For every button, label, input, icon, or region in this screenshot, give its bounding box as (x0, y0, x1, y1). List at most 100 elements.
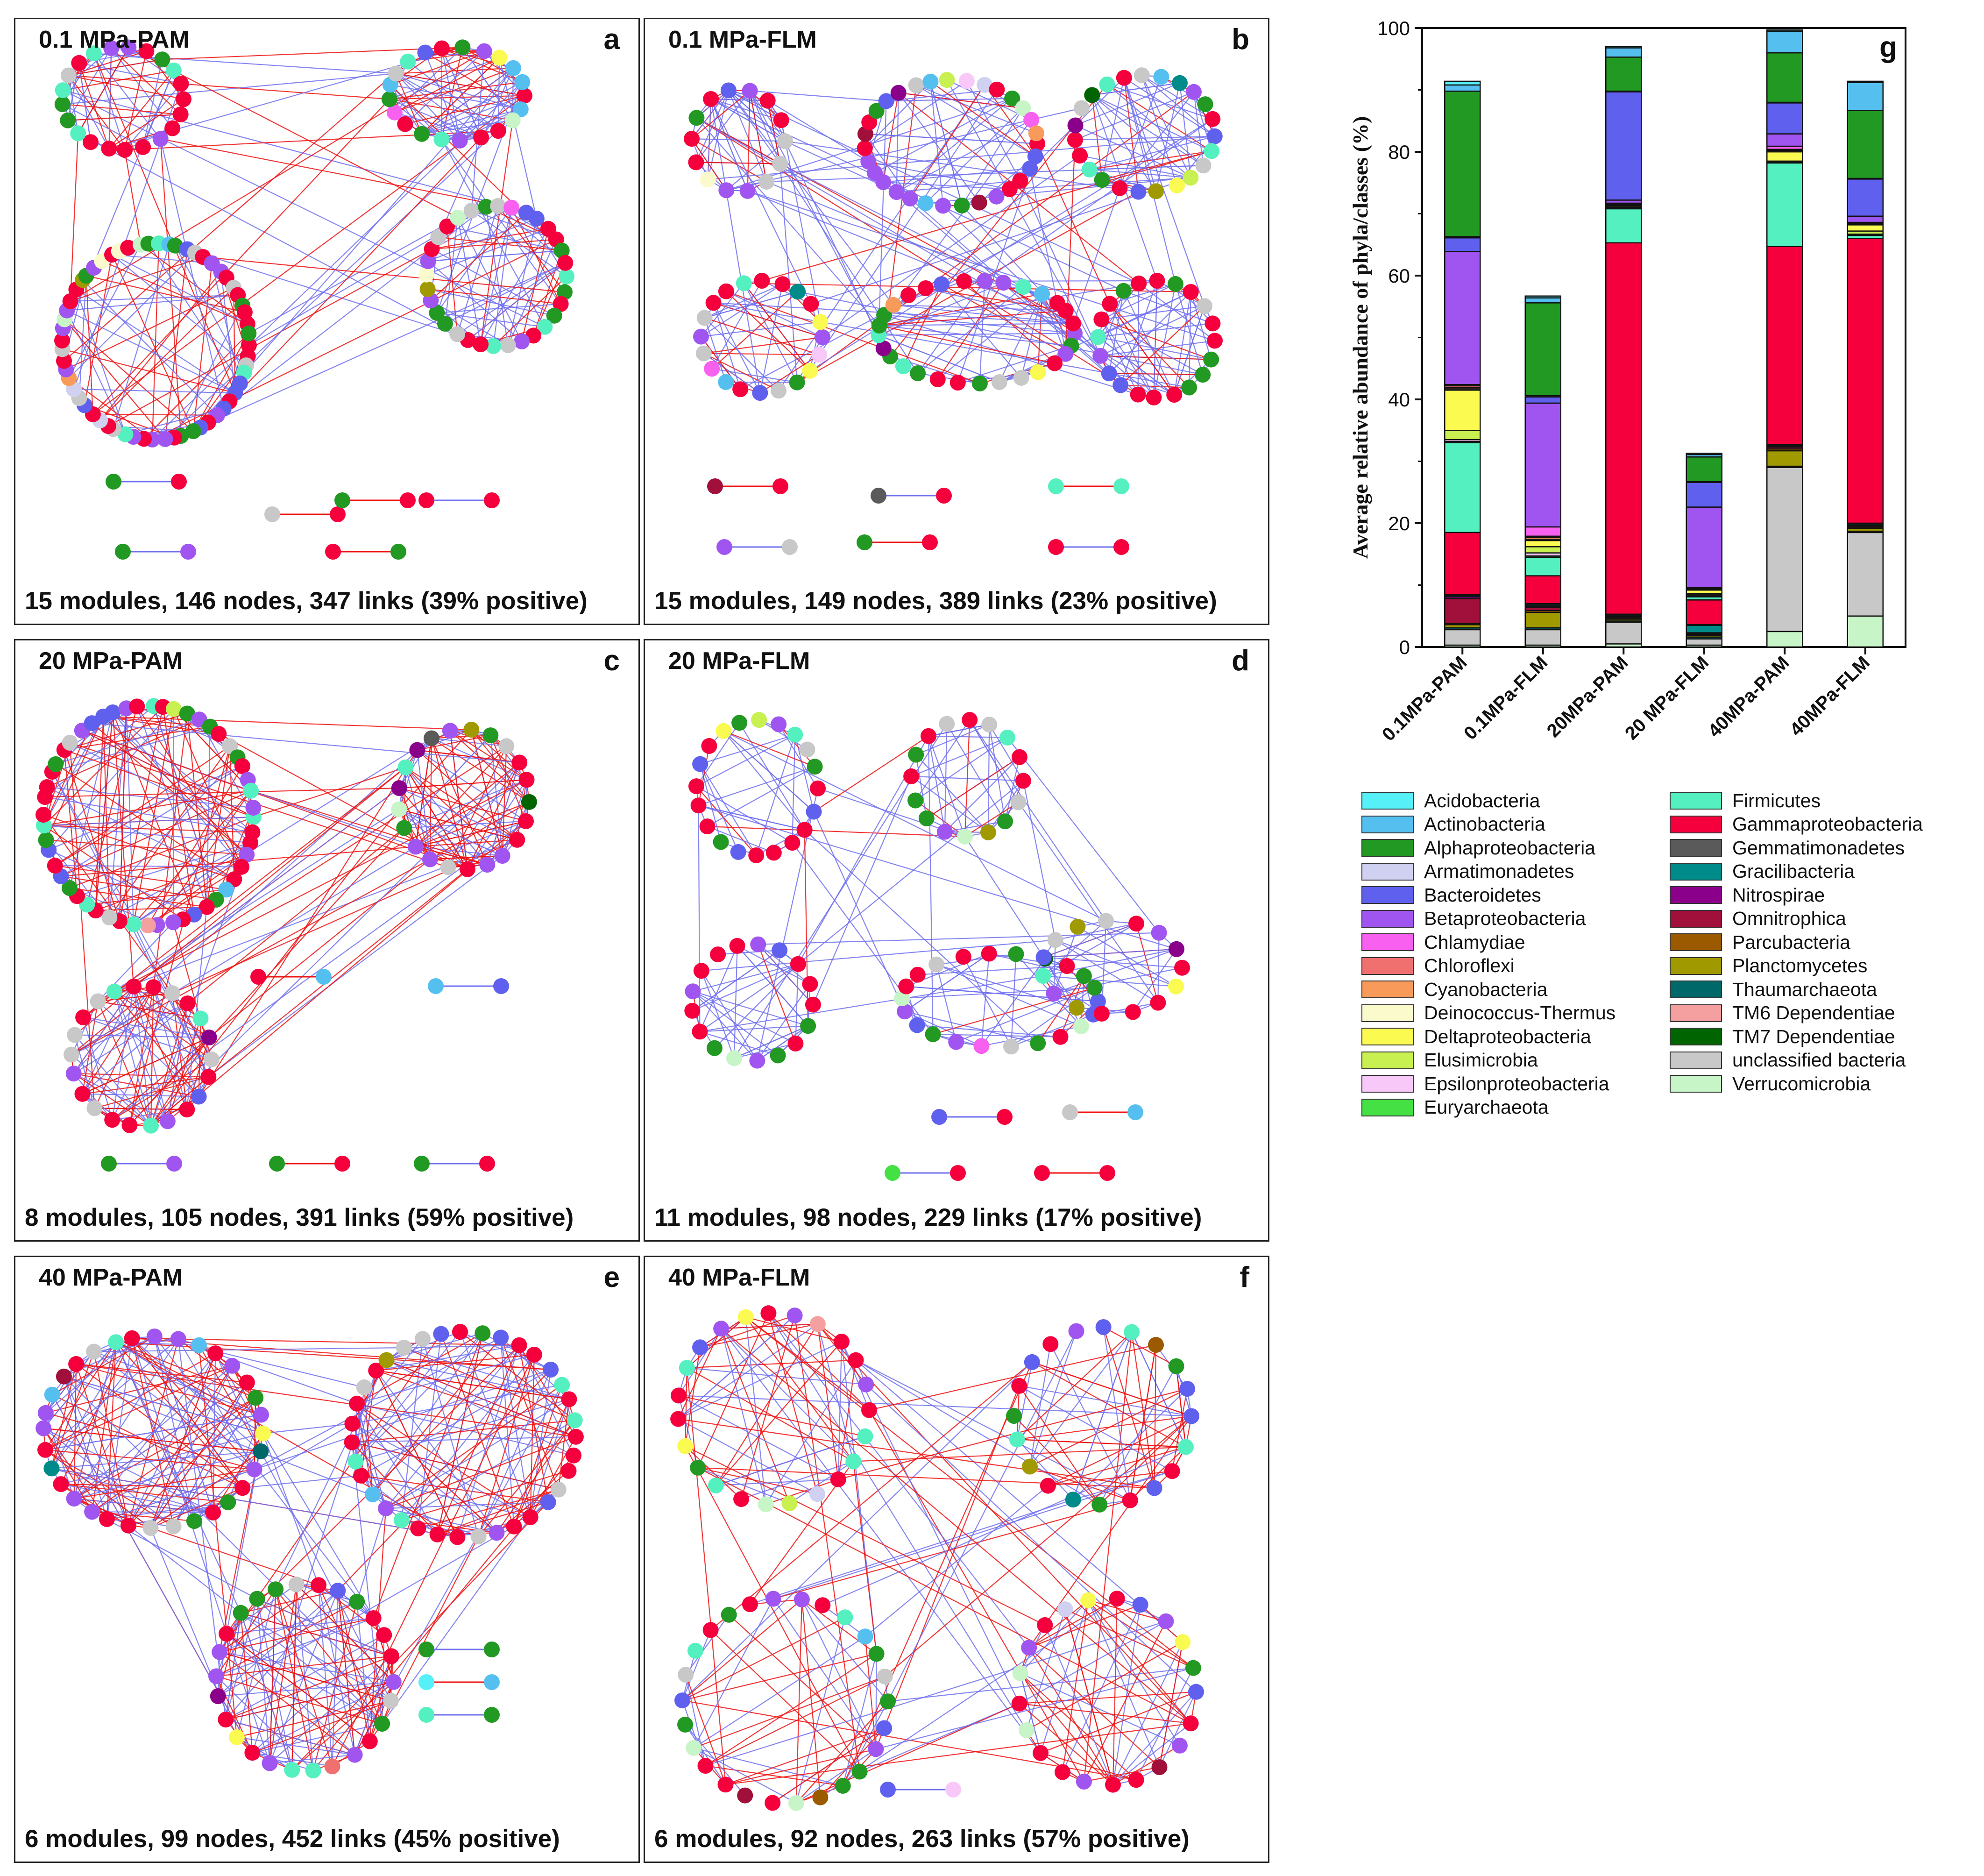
bar-segment (1605, 57, 1642, 92)
network-node (229, 1729, 245, 1745)
network-link (1043, 975, 1176, 987)
stacked-bar-chart: 0 20 40 60 80 100 Average relative abundance o… (1326, 9, 1980, 775)
network-link (385, 1436, 576, 1509)
network-node (397, 116, 413, 132)
network-node (104, 1112, 120, 1128)
network-link (713, 302, 1074, 324)
bar-segment (1524, 540, 1561, 547)
network-node (1171, 1737, 1188, 1754)
panel-summary-a: 15 modules, 146 nodes, 347 links (39% po… (25, 587, 588, 615)
network-link (63, 70, 174, 91)
network-node (1203, 351, 1219, 368)
network-link (415, 762, 520, 847)
network-link (1141, 75, 1213, 120)
network-node (857, 140, 873, 156)
network-node (440, 859, 456, 875)
legend-item: Gracilibacteria (1670, 860, 1855, 883)
network-link (699, 963, 799, 1032)
network-link (864, 1485, 1049, 1637)
network-link (691, 90, 729, 139)
network-link (705, 1620, 1166, 1767)
network-link (917, 286, 1024, 374)
network-link (879, 325, 1055, 364)
network-link (248, 217, 458, 334)
network-link (1154, 1344, 1157, 1488)
network-link (408, 47, 463, 62)
network-link (842, 1654, 877, 1786)
network-link (146, 50, 184, 99)
network-link (964, 281, 1055, 364)
network-node (809, 1486, 825, 1502)
network-node (37, 1405, 54, 1421)
network-link (398, 788, 416, 847)
network-link (745, 1317, 854, 1462)
panel-letter-d: d (1232, 645, 1249, 677)
network-node (1185, 1660, 1201, 1676)
network-node (125, 916, 142, 932)
network-node (56, 353, 72, 369)
network-node (1084, 87, 1100, 103)
network-node (971, 194, 987, 211)
network-node (522, 1509, 539, 1525)
network-node (344, 1415, 361, 1432)
network-link (778, 724, 815, 767)
network-link (801, 1599, 888, 1702)
network-node (784, 835, 801, 851)
network-link (944, 724, 948, 832)
network-link (431, 735, 491, 739)
network-link (45, 1449, 255, 1470)
network-node (1195, 367, 1211, 383)
network-node (246, 1461, 262, 1478)
network-link (1120, 280, 1158, 385)
network-link (109, 746, 231, 918)
network-node (677, 1716, 693, 1733)
network-link (275, 1589, 333, 1767)
network-node (167, 237, 183, 254)
network-node (908, 746, 924, 763)
network-node (239, 846, 255, 863)
network-node (506, 1518, 522, 1535)
network-node (1042, 1336, 1059, 1352)
network-node (1149, 273, 1165, 289)
network-link (68, 252, 196, 379)
network-node (518, 813, 534, 829)
network-link (1157, 932, 1160, 1003)
network-node (1057, 303, 1074, 319)
network-node (1127, 1104, 1143, 1120)
network-link (678, 1395, 865, 1437)
network-node (1172, 75, 1188, 91)
bar-segment (1524, 546, 1561, 554)
network-link (373, 1618, 394, 1682)
network-link (356, 1601, 370, 1741)
network-link (428, 250, 562, 262)
network-link (181, 262, 566, 437)
network-link (1043, 948, 1177, 958)
network-node (1076, 968, 1092, 984)
network-link (687, 1316, 746, 1369)
network-node (807, 759, 823, 775)
legend-item: Deinococcus-Thermus (1361, 1002, 1616, 1024)
network-link (896, 92, 899, 192)
bar-segment (1444, 389, 1481, 431)
network-link (685, 1347, 701, 1446)
network-node (157, 431, 173, 447)
network-link (879, 323, 1074, 326)
network-link (441, 47, 463, 140)
network-link (705, 1765, 843, 1786)
network-node (385, 1674, 402, 1690)
network-link (376, 1370, 458, 1538)
network-node (1146, 389, 1162, 405)
network-link (745, 1316, 1194, 1669)
network-node (424, 241, 440, 257)
network-link (521, 228, 549, 342)
network-link (796, 1701, 888, 1804)
network-link (208, 859, 431, 1038)
network-link (108, 70, 174, 149)
network-link (318, 1585, 374, 1619)
network-node (1130, 386, 1146, 403)
network-link (944, 757, 1020, 832)
network-link (795, 1617, 846, 1803)
network-node (475, 1325, 491, 1342)
network-link (95, 906, 207, 911)
network-node (765, 845, 782, 861)
